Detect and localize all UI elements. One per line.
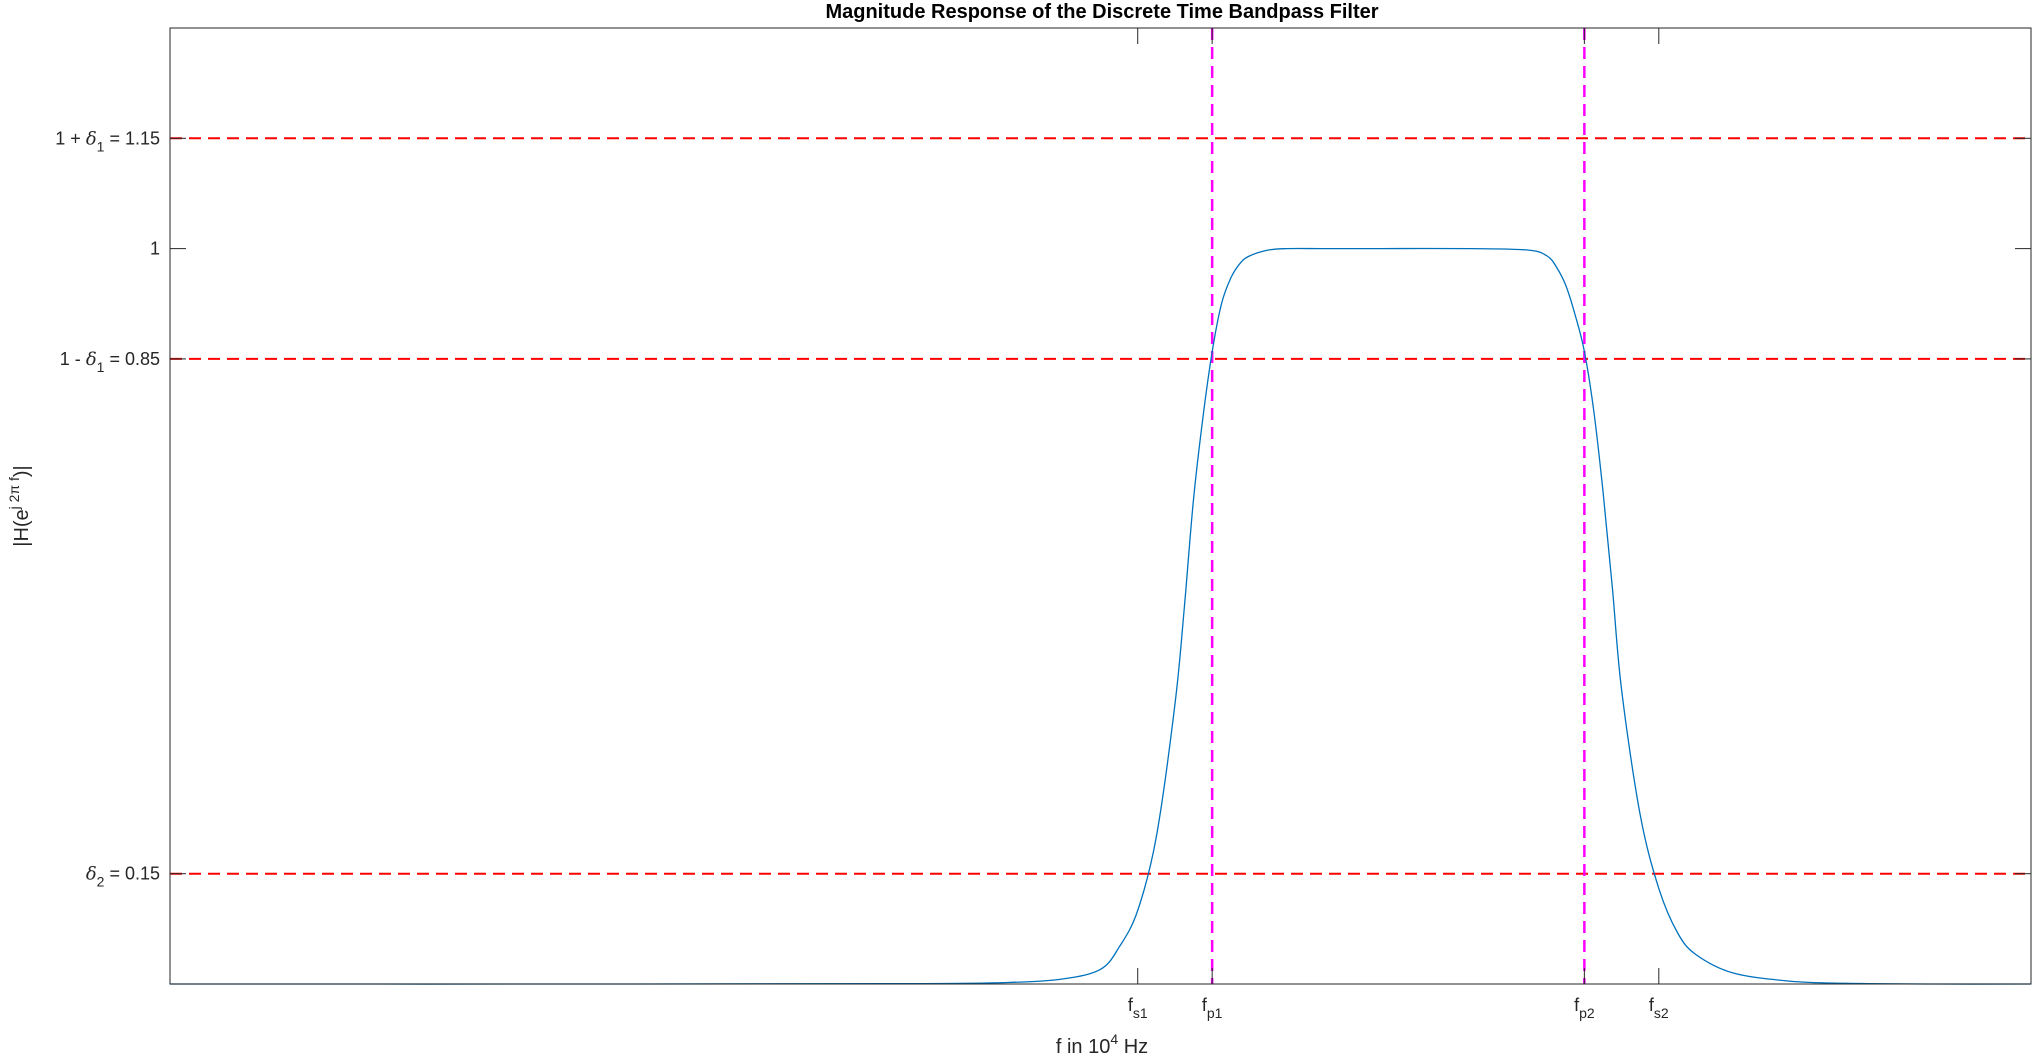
- x-tick-label-s2: fs2: [1649, 995, 1669, 1021]
- x-tick-label-s1: fs1: [1128, 995, 1148, 1021]
- series-layer: [169, 247, 2032, 985]
- y-tick-label-1: 1 - δ1 = 0.85: [60, 349, 160, 375]
- y-axis-label-text: |H(e: [11, 509, 33, 546]
- chart-title: Magnitude Response of the Discrete Time …: [825, 1, 1378, 23]
- y-axis-label-sup: j 2π f: [6, 477, 22, 510]
- ticks-layer: fs1 fp1 fp2 fs2 δ2 = 0.15 1 - δ1 = 0.85 1 1 + δ…: [55, 28, 2031, 1021]
- y-tick-label-3: 1 + δ1 = 1.15: [55, 128, 160, 154]
- x-axis-label: f in 104 Hz: [1056, 1031, 1148, 1058]
- reference-lines-layer: [170, 28, 2031, 984]
- x-axis-label-text: f in 10: [1056, 1036, 1110, 1058]
- x-tick-label-p1: fp1: [1202, 995, 1223, 1021]
- y-tick-label-2: 1: [150, 239, 160, 259]
- y-axis-label-suffix: )|: [11, 465, 33, 477]
- magnitude-response-line: [169, 247, 2032, 985]
- x-axis-label-sup: 4: [1110, 1031, 1118, 1047]
- x-axis-label-suffix: Hz: [1118, 1036, 1148, 1058]
- y-axis-label: |H(ej 2π f)|: [6, 465, 33, 547]
- x-tick-label-p2: fp2: [1574, 995, 1595, 1021]
- axes-frame: [169, 27, 2032, 985]
- y-tick-label-0: δ2 = 0.15: [86, 864, 160, 890]
